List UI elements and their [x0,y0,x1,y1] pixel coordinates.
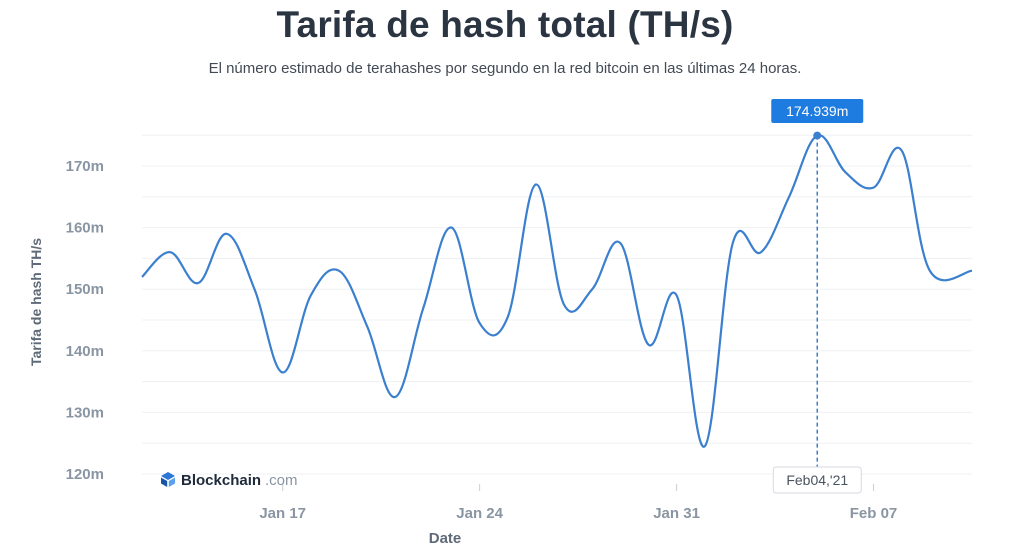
y-tick-label: 170m [66,158,104,175]
y-axis-ticks: 120m 130m 140m 150m 160m 170m [66,158,104,483]
series-line [141,134,973,448]
x-tick-label: Jan 31 [653,505,700,522]
x-tick-label: Feb 07 [850,505,898,522]
x-axis-title: Date [429,530,462,547]
y-axis-title: Tarifa de hash TH/s [28,238,44,366]
x-tick-label: Jan 24 [456,505,503,522]
watermark-brand: Blockchain [181,472,261,489]
blockchain-logo-icon [161,472,175,487]
y-tick-label: 140m [66,343,104,360]
chart-title: Tarifa de hash total (TH/s) [276,4,734,45]
y-tick-label: 130m [66,404,104,421]
date-tooltip-box [772,466,862,494]
chart-subtitle: El número estimado de terahashes por seg… [208,60,802,77]
series-group [141,134,973,448]
highlight-point [813,131,822,140]
watermark: Blockchain .com [161,472,298,489]
value-tooltip-box [771,99,864,123]
grid-lines [142,134,972,475]
y-tick-label: 150m [66,281,104,298]
highlight-group: 174.939m Feb04,'21 [771,99,864,494]
date-tooltip-label: Feb04,'21 [786,472,848,488]
value-tooltip-label: 174.939m [786,103,848,119]
x-tick-label: Jan 17 [259,505,306,522]
x-axis-ticks: Jan 17 Jan 24 Jan 31 Feb 07 [259,484,897,522]
watermark-suffix: .com [265,472,298,489]
y-tick-label: 120m [66,466,104,483]
y-tick-label: 160m [66,220,104,237]
